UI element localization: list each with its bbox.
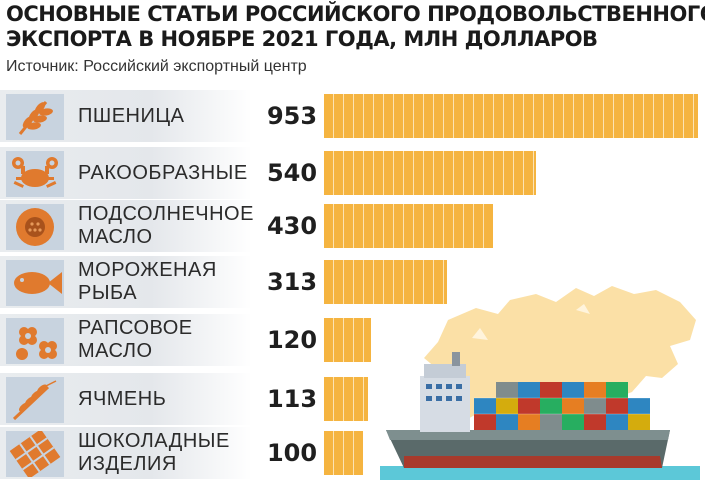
fish-icon [6, 260, 64, 306]
bar [324, 318, 371, 362]
category-label-line: МАСЛО [78, 340, 153, 362]
wheat-icon [6, 94, 64, 140]
category-label-line: ПШЕНИЦА [78, 104, 185, 127]
bar [324, 260, 447, 304]
chart-row: ПОДСОЛНЕЧНОЕ МАСЛО 430 [0, 200, 705, 252]
category-label-line: РАКООБРАЗНЫЕ [78, 161, 248, 184]
chocolate-icon [6, 429, 64, 479]
illustration [380, 280, 700, 480]
value-label: 313 [266, 268, 318, 296]
category-label-line: РЫБА [78, 282, 138, 304]
sunflower-icon [6, 204, 64, 250]
bar-track [324, 377, 368, 421]
chart-title: ОСНОВНЫЕ СТАТЬИ РОССИЙСКОГО ПРОДОВОЛЬСТВ… [6, 2, 705, 52]
bar [324, 377, 368, 421]
category-label-line: МОРОЖЕНАЯ [78, 259, 217, 281]
chart-row: ПШЕНИЦА 953 [0, 90, 705, 142]
crab-icon [6, 151, 64, 197]
container-ship-icon [380, 352, 700, 480]
bar-track [324, 431, 363, 475]
chart-row: ЯЧМЕНЬ 113 [0, 373, 705, 425]
category-label-line: РАПСОВОЕ [78, 317, 193, 339]
value-label: 430 [266, 212, 318, 240]
chart-row: РАКООБРАЗНЫЕ 540 [0, 147, 705, 199]
value-label: 540 [266, 159, 318, 187]
title-line-2: ЭКСПОРТА В НОЯБРЕ 2021 ГОДА, МЛН ДОЛЛАРО… [6, 27, 598, 51]
category-label-line: ПОДСОЛНЕЧНОЕ [78, 203, 254, 225]
barley-icon [6, 377, 64, 423]
value-label: 113 [266, 385, 318, 413]
category-label: ПШЕНИЦА [78, 90, 258, 142]
bar-track [324, 204, 493, 248]
category-label-line: ЯЧМЕНЬ [78, 387, 167, 410]
category-label: ПОДСОЛНЕЧНОЕ МАСЛО [78, 200, 258, 252]
category-label: МОРОЖЕНАЯ РЫБА [78, 256, 258, 308]
category-label-line: ШОКОЛАДНЫЕ [78, 430, 230, 452]
chart-row: ШОКОЛАДНЫЕ ИЗДЕЛИЯ 100 [0, 427, 705, 479]
value-label: 100 [266, 439, 318, 467]
bar [324, 204, 493, 248]
title-line-1: ОСНОВНЫЕ СТАТЬИ РОССИЙСКОГО ПРОДОВОЛЬСТВ… [6, 2, 705, 26]
chart-row: РАПСОВОЕ МАСЛО 120 [0, 314, 705, 366]
source-note: Источник: Российский экспортный центр [6, 58, 307, 75]
value-label: 120 [266, 326, 318, 354]
bar-track [324, 260, 447, 304]
bar [324, 151, 536, 195]
bar-track [324, 94, 698, 138]
chart-row: МОРОЖЕНАЯ РЫБА 313 [0, 256, 705, 308]
bar-track [324, 318, 371, 362]
category-label: РАКООБРАЗНЫЕ [78, 147, 258, 199]
value-label: 953 [266, 102, 318, 130]
category-label-line: МАСЛО [78, 226, 153, 248]
flowers-icon [6, 318, 64, 364]
bar [324, 94, 698, 138]
category-label-line: ИЗДЕЛИЯ [78, 453, 177, 475]
category-label: РАПСОВОЕ МАСЛО [78, 314, 258, 366]
category-label: ШОКОЛАДНЫЕ ИЗДЕЛИЯ [78, 427, 258, 479]
bar-track [324, 151, 536, 195]
bar [324, 431, 363, 475]
category-label: ЯЧМЕНЬ [78, 373, 258, 425]
